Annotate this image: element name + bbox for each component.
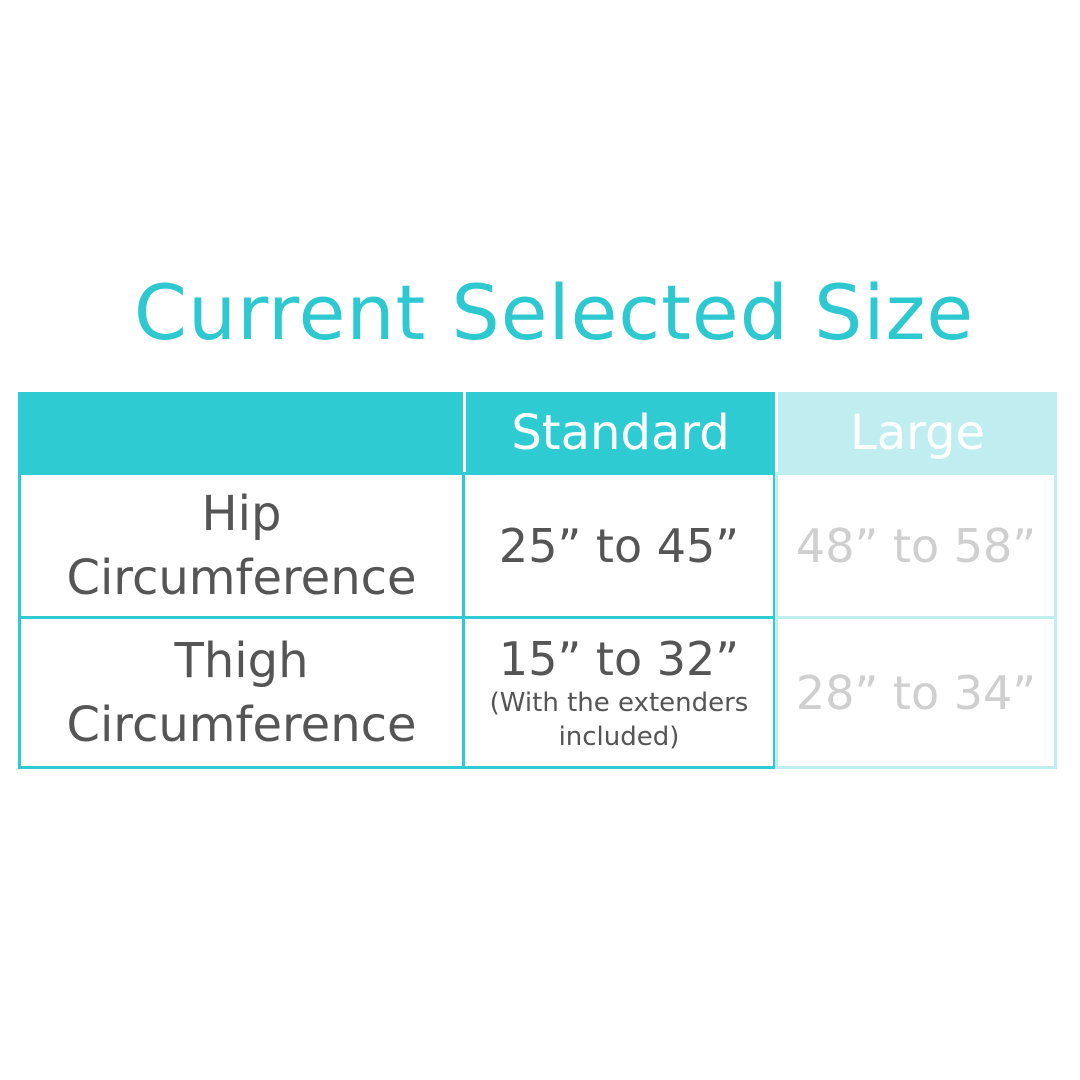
header-large[interactable]: Large — [775, 392, 1057, 474]
header-standard[interactable]: Standard — [463, 392, 775, 474]
page-title: Current Selected Size — [133, 268, 975, 357]
thigh-large-value: 28” to 34” — [775, 616, 1057, 769]
header-empty-cell — [18, 392, 463, 474]
row-label-thigh: Thigh Circumference — [18, 616, 465, 769]
thigh-standard-value: 15” to 32” (With the extenders included) — [462, 616, 776, 769]
extenders-note: (With the extenders — [489, 687, 749, 718]
hip-large-value: 48” to 58” — [775, 472, 1057, 619]
row-label-hip: Hip Circumference — [18, 472, 465, 619]
extenders-note-2: included) — [558, 721, 680, 752]
hip-standard-value: 25” to 45” — [462, 472, 776, 619]
